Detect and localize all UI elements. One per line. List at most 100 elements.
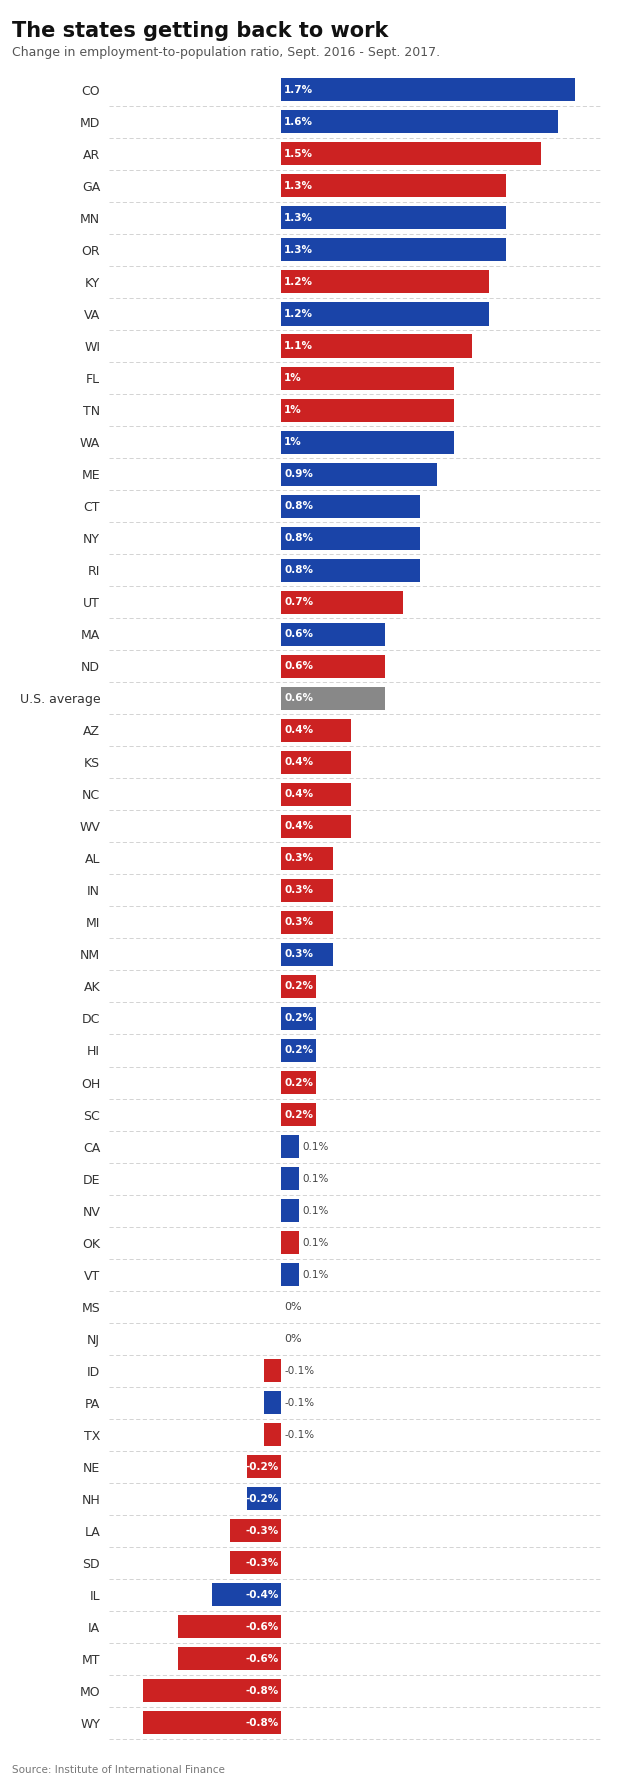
Bar bbox=[281, 334, 472, 358]
Bar bbox=[143, 1711, 281, 1735]
Bar bbox=[281, 238, 507, 262]
Bar bbox=[229, 1519, 281, 1542]
Text: 1%: 1% bbox=[284, 406, 302, 415]
Text: 0.2%: 0.2% bbox=[284, 1110, 313, 1119]
Bar bbox=[247, 1455, 281, 1478]
Text: Change in employment-to-population ratio, Sept. 2016 - Sept. 2017.: Change in employment-to-population ratio… bbox=[12, 46, 441, 59]
Text: 0.7%: 0.7% bbox=[284, 598, 313, 607]
Text: 0.1%: 0.1% bbox=[302, 1238, 329, 1247]
Bar bbox=[178, 1615, 281, 1638]
Text: 1.6%: 1.6% bbox=[284, 117, 313, 126]
Text: -0.6%: -0.6% bbox=[246, 1654, 279, 1663]
Bar bbox=[281, 591, 402, 614]
Bar bbox=[281, 174, 507, 197]
Bar bbox=[281, 110, 558, 133]
Bar bbox=[281, 398, 454, 422]
Bar bbox=[281, 815, 351, 838]
Bar bbox=[281, 463, 437, 486]
Bar bbox=[281, 1103, 316, 1126]
Text: 0.3%: 0.3% bbox=[284, 950, 313, 959]
Text: 1.5%: 1.5% bbox=[284, 149, 313, 158]
Text: -0.1%: -0.1% bbox=[284, 1430, 314, 1439]
Bar bbox=[281, 783, 351, 806]
Bar bbox=[281, 655, 385, 678]
Bar bbox=[264, 1423, 281, 1446]
Bar bbox=[281, 943, 334, 966]
Bar bbox=[281, 911, 334, 934]
Text: -0.3%: -0.3% bbox=[246, 1558, 279, 1567]
Bar bbox=[281, 879, 334, 902]
Bar bbox=[281, 623, 385, 646]
Text: -0.8%: -0.8% bbox=[246, 1686, 279, 1695]
Text: 0.6%: 0.6% bbox=[284, 662, 313, 671]
Text: 0.8%: 0.8% bbox=[284, 566, 313, 575]
Bar bbox=[229, 1551, 281, 1574]
Bar bbox=[281, 1135, 299, 1158]
Text: 0%: 0% bbox=[284, 1334, 302, 1343]
Bar bbox=[281, 687, 385, 710]
Bar bbox=[212, 1583, 281, 1606]
Bar bbox=[281, 719, 351, 742]
Bar bbox=[281, 1007, 316, 1030]
Text: 1.7%: 1.7% bbox=[284, 85, 313, 94]
Bar bbox=[264, 1391, 281, 1414]
Bar bbox=[281, 1199, 299, 1222]
Bar bbox=[247, 1487, 281, 1510]
Text: -0.1%: -0.1% bbox=[284, 1398, 314, 1407]
Text: 0.2%: 0.2% bbox=[284, 1078, 313, 1087]
Text: -0.2%: -0.2% bbox=[246, 1462, 279, 1471]
Text: 0.2%: 0.2% bbox=[284, 1046, 313, 1055]
Bar bbox=[281, 302, 489, 326]
Text: 0.6%: 0.6% bbox=[284, 694, 313, 703]
Bar bbox=[281, 975, 316, 998]
Text: 1.2%: 1.2% bbox=[284, 310, 313, 318]
Bar bbox=[264, 1359, 281, 1382]
Bar bbox=[143, 1679, 281, 1703]
Bar bbox=[281, 1071, 316, 1094]
Bar bbox=[281, 206, 507, 229]
Bar bbox=[178, 1647, 281, 1670]
Text: 0.8%: 0.8% bbox=[284, 534, 313, 543]
Text: 1.3%: 1.3% bbox=[284, 246, 313, 254]
Bar bbox=[281, 847, 334, 870]
Text: 0%: 0% bbox=[284, 1302, 302, 1311]
Bar bbox=[281, 1263, 299, 1286]
Text: 0.3%: 0.3% bbox=[284, 918, 313, 927]
Text: 0.4%: 0.4% bbox=[284, 726, 313, 735]
Text: 0.6%: 0.6% bbox=[284, 630, 313, 639]
Bar bbox=[281, 495, 420, 518]
Text: 1.2%: 1.2% bbox=[284, 278, 313, 286]
Text: -0.3%: -0.3% bbox=[246, 1526, 279, 1535]
Text: -0.2%: -0.2% bbox=[246, 1494, 279, 1503]
Text: 0.1%: 0.1% bbox=[302, 1174, 329, 1183]
Text: 1.1%: 1.1% bbox=[284, 342, 313, 350]
Text: -0.6%: -0.6% bbox=[246, 1622, 279, 1631]
Bar bbox=[281, 527, 420, 550]
Bar bbox=[281, 431, 454, 454]
Text: 0.2%: 0.2% bbox=[284, 982, 313, 991]
Text: -0.8%: -0.8% bbox=[246, 1719, 279, 1727]
Bar bbox=[281, 559, 420, 582]
Text: 0.4%: 0.4% bbox=[284, 758, 313, 767]
Text: 1%: 1% bbox=[284, 438, 302, 447]
Text: 0.4%: 0.4% bbox=[284, 790, 313, 799]
Text: 0.1%: 0.1% bbox=[302, 1142, 329, 1151]
Text: 0.3%: 0.3% bbox=[284, 886, 313, 895]
Bar bbox=[281, 1039, 316, 1062]
Bar bbox=[281, 270, 489, 294]
Text: The states getting back to work: The states getting back to work bbox=[12, 21, 389, 41]
Text: -0.4%: -0.4% bbox=[246, 1590, 279, 1599]
Text: 0.9%: 0.9% bbox=[284, 470, 313, 479]
Text: 0.8%: 0.8% bbox=[284, 502, 313, 511]
Text: Source: Institute of International Finance: Source: Institute of International Finan… bbox=[12, 1765, 225, 1775]
Text: 1%: 1% bbox=[284, 374, 302, 382]
Bar bbox=[281, 78, 575, 101]
Text: 0.3%: 0.3% bbox=[284, 854, 313, 863]
Text: 0.2%: 0.2% bbox=[284, 1014, 313, 1023]
Text: 1.3%: 1.3% bbox=[284, 181, 313, 190]
Text: 0.1%: 0.1% bbox=[302, 1206, 329, 1215]
Bar bbox=[281, 1167, 299, 1190]
Bar bbox=[281, 1231, 299, 1254]
Text: 0.4%: 0.4% bbox=[284, 822, 313, 831]
Bar bbox=[281, 366, 454, 390]
